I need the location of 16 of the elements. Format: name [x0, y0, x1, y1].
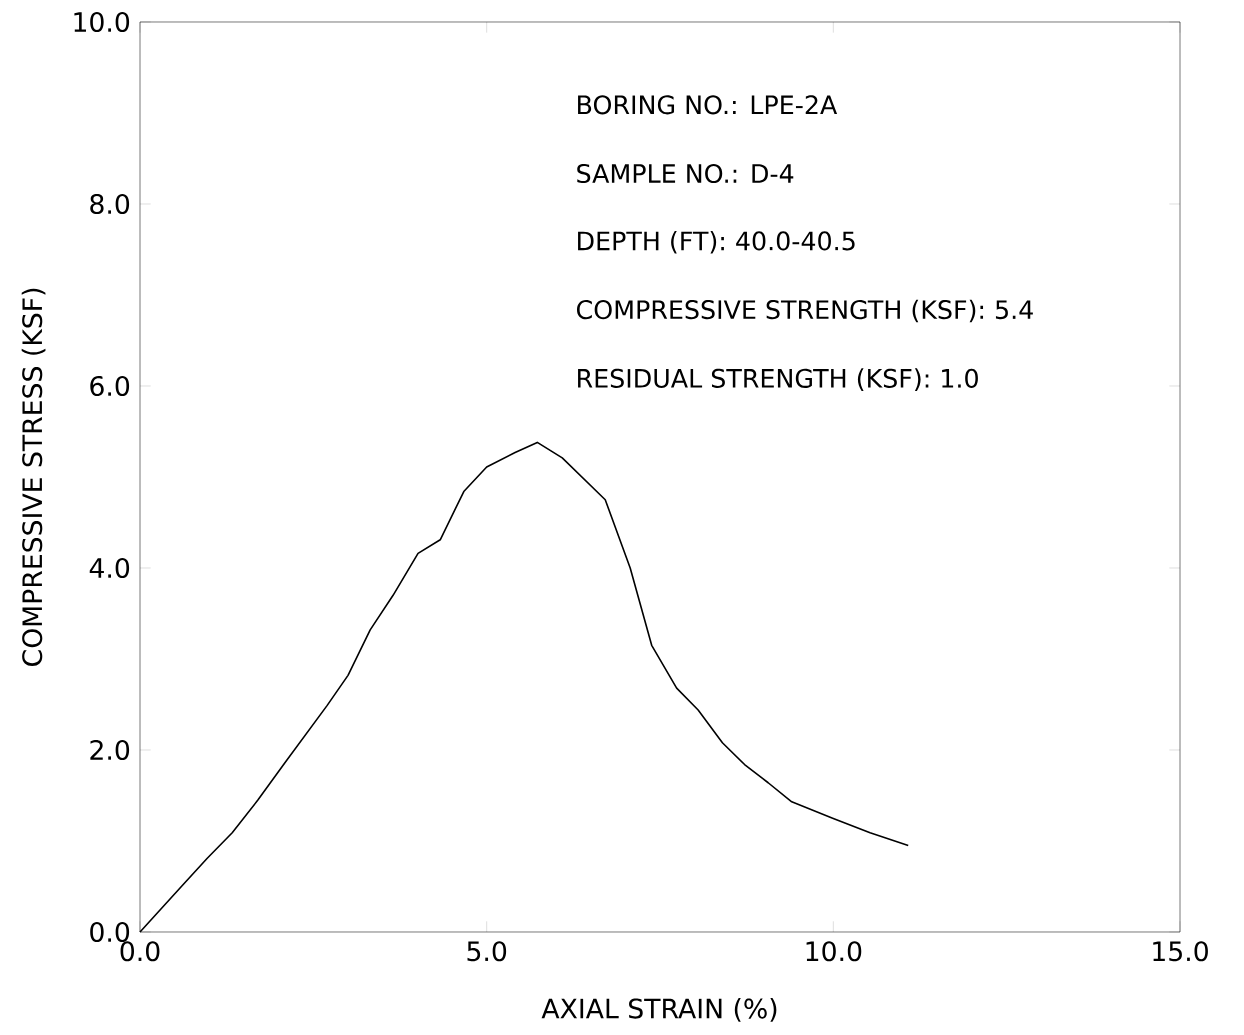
x-axis-title: AXIAL STRAIN (%)	[541, 998, 777, 1022]
y-tick-label: 8.0	[90, 194, 130, 215]
annotation: SAMPLE NO.: D-4	[577, 164, 794, 184]
annotation: COMPRESSIVE STRENGTH (KSF): 5.4	[576, 299, 1033, 323]
y-tick-label: 10.0	[74, 12, 130, 33]
y-tick-label: 6.0	[90, 376, 130, 397]
y-tick-label: 2.0	[90, 740, 130, 761]
x-tick-label: 15.0	[1153, 941, 1208, 962]
x-tick-label: 5.0	[467, 941, 507, 962]
y-tick-label: 4.0	[89, 558, 130, 579]
x-tick-label: 10.0	[806, 941, 862, 962]
annotation: RESIDUAL STRENGTH (KSF): 1.0	[578, 368, 978, 392]
annotation: DEPTH (FT): 40.0-40.5	[578, 231, 855, 254]
annotation: BORING NO.: LPE-2A	[578, 95, 838, 115]
x-tick-label: 0.0	[120, 941, 160, 962]
y-axis-title: COMPRESSIVE STRESS (KSF)	[21, 288, 46, 667]
